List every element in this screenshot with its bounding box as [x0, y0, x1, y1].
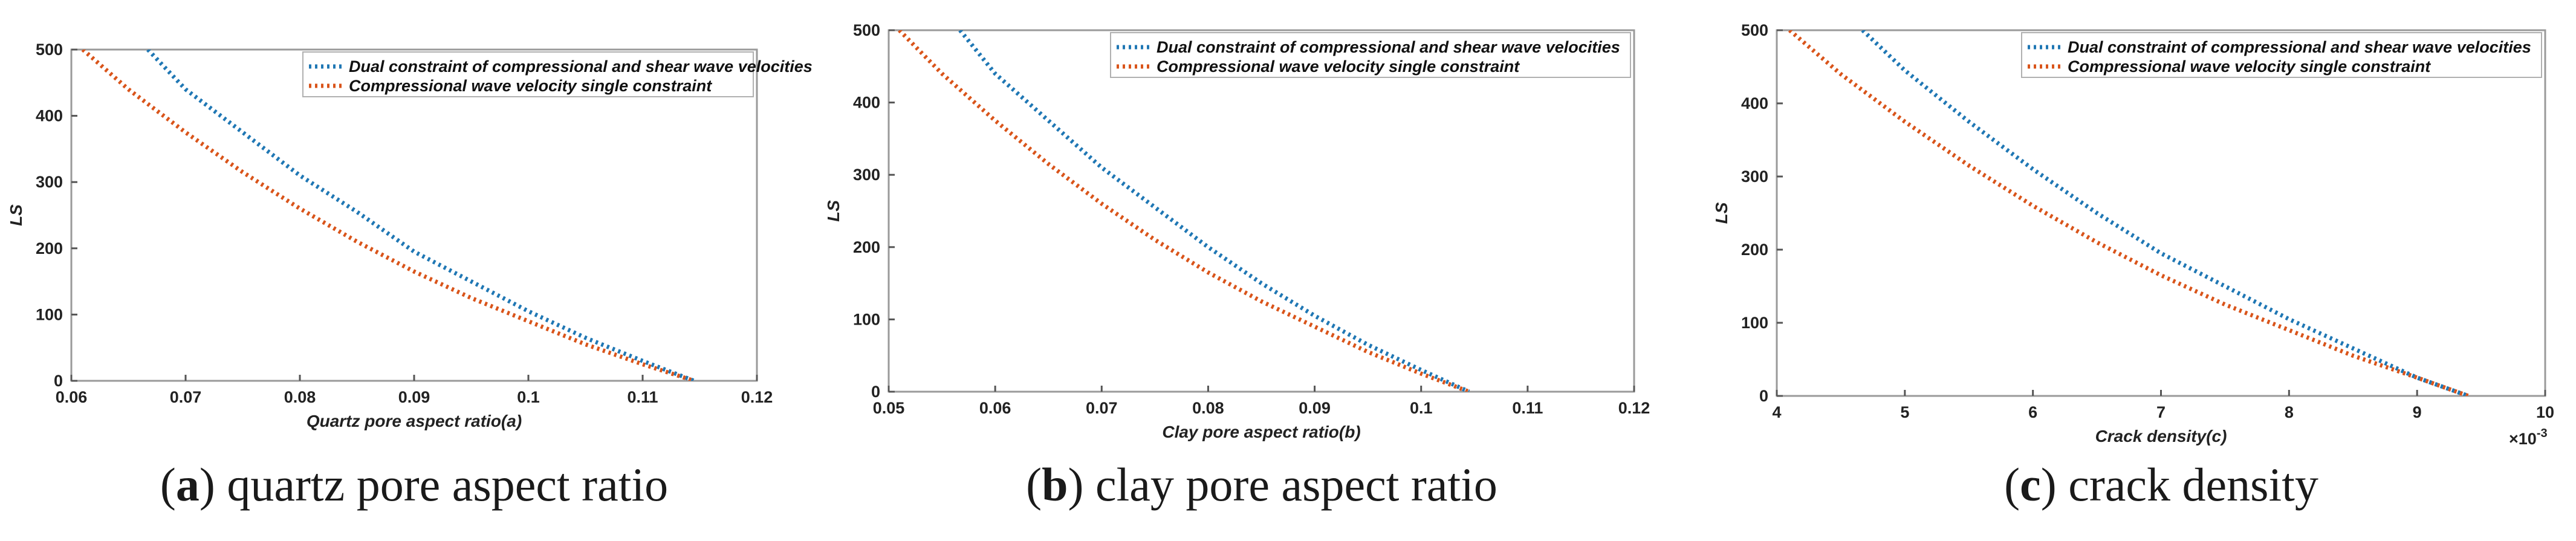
y-tick-label: 500: [36, 40, 63, 59]
x-tick-label: 0.1: [1410, 399, 1433, 417]
x-tick-label: 0.05: [873, 399, 905, 417]
y-tick-label: 400: [36, 107, 63, 125]
series-line-single-constraint: [898, 30, 1470, 392]
y-axis-label: LS: [824, 200, 843, 222]
legend-label-single: Compressional wave velocity single const…: [1157, 57, 1520, 76]
legend-box: [1110, 32, 1631, 78]
x-tick-label: 0.11: [1512, 399, 1543, 417]
x-tick-label: 0.11: [627, 388, 658, 406]
y-axis-label: LS: [1712, 202, 1731, 224]
x-tick-label: 0.12: [741, 388, 773, 406]
legend-label-dual: Dual constraint of compressional and she…: [1157, 38, 1620, 56]
chart-panel-a: 0 100 200 300 400 500 0.06 0.07 0.08 0.09 0.1 0.11 0…: [7, 40, 813, 511]
x-tick-label: 0.07: [170, 388, 202, 406]
y-tick-label: 100: [1741, 314, 1768, 332]
legend-label-dual: Dual constraint of compressional and she…: [349, 57, 813, 76]
plot-area: [1776, 29, 2546, 397]
y-tick-label: 300: [1741, 167, 1768, 186]
x-tick-label: 7: [2156, 403, 2166, 421]
x-axis-label: Clay pore aspect ratio(b): [1162, 423, 1360, 441]
x-tick-label: 0.12: [1618, 399, 1650, 417]
x-axis-label: Crack density(c): [2095, 427, 2227, 445]
x-tick-label: 6: [2028, 403, 2037, 421]
figure-caption: (b) clay pore aspect ratio: [1026, 458, 1497, 511]
x-axis-label: Quartz pore aspect ratio(a): [307, 412, 522, 430]
x-tick-label: 0.1: [517, 388, 540, 406]
legend: Dual constraint of compressional and she…: [1110, 32, 1631, 78]
y-tick-label: 0: [871, 383, 880, 401]
series-line-dual-constraint: [1861, 30, 2470, 396]
y-tick-label: 200: [853, 238, 880, 256]
legend-label-dual: Dual constraint of compressional and she…: [2068, 38, 2531, 56]
x-tick-label: 0.08: [284, 388, 316, 406]
y-tick-label: 500: [1741, 21, 1768, 39]
legend: Dual constraint of compressional and she…: [302, 51, 813, 97]
x-tick-label: 0.07: [1086, 399, 1118, 417]
y-tick-label: 500: [853, 21, 880, 39]
legend-box: [2021, 32, 2542, 78]
y-tick-label: 0: [54, 372, 63, 390]
series-line-dual-constraint: [146, 50, 695, 381]
x-axis-exponent: ×10-3: [2509, 427, 2548, 448]
x-tick-label: 0.06: [979, 399, 1011, 417]
y-tick-label: 400: [853, 94, 880, 112]
y-tick-label: 400: [1741, 94, 1768, 112]
y-tick-label: 100: [36, 305, 63, 323]
y-tick-label: 200: [1741, 241, 1768, 259]
x-tick-label: 4: [1772, 403, 1781, 421]
y-tick-label: 100: [853, 310, 880, 328]
x-tick-label: 5: [1900, 403, 1909, 421]
chart-panel-b: 0 100 200 300 400 500 0.05 0.06 0.07 0.08 0.09 0.1 0…: [824, 21, 1650, 511]
plot-area: [887, 29, 1635, 393]
y-tick-label: 300: [36, 173, 63, 191]
legend-label-single: Compressional wave velocity single const…: [2068, 57, 2431, 76]
legend-box: [302, 51, 754, 97]
x-tick-label: 9: [2413, 403, 2422, 421]
series-line-dual-constraint: [958, 30, 1470, 392]
y-tick-label: 300: [853, 166, 880, 184]
x-tick-label: 0.08: [1192, 399, 1224, 417]
figure-caption: (a) quartz pore aspect ratio: [160, 458, 668, 511]
y-tick-label: 200: [36, 239, 63, 258]
x-tick-label: 8: [2285, 403, 2294, 421]
series-line-single-constraint: [81, 50, 695, 381]
x-tick-label: 0.06: [56, 388, 88, 406]
series-line-single-constraint: [1788, 30, 2470, 396]
legend: Dual constraint of compressional and she…: [2021, 32, 2542, 78]
x-tick-label: 10: [2536, 403, 2554, 421]
legend-label-single: Compressional wave velocity single const…: [349, 77, 712, 95]
x-tick-label: 0.09: [398, 388, 430, 406]
plot-area: [70, 48, 758, 382]
chart-panel-c: 0 100 200 300 400 500 4 5 6 7 8 9 10 ×10-3 Crack densi…: [1712, 21, 2554, 511]
y-tick-label: 0: [1759, 387, 1768, 405]
x-tick-label: 0.09: [1299, 399, 1331, 417]
figure-caption: (c) crack density: [2004, 458, 2318, 511]
y-axis-label: LS: [7, 204, 25, 226]
